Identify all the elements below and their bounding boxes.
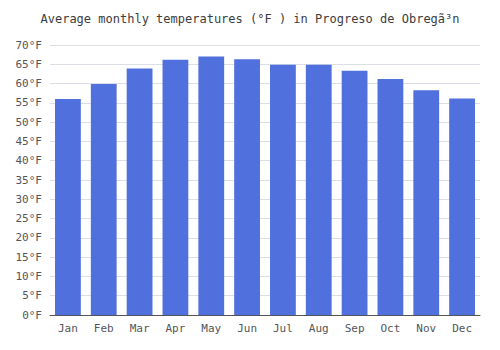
svg-text:Oct: Oct (380, 322, 400, 335)
svg-text:30°F: 30°F (16, 193, 43, 206)
svg-text:70°F: 70°F (16, 39, 43, 52)
svg-text:0°F: 0°F (22, 309, 42, 322)
svg-text:50°F: 50°F (16, 116, 43, 129)
svg-text:60°F: 60°F (16, 77, 43, 90)
svg-text:Average monthly temperatures (: Average monthly temperatures (°F ) in Pr… (40, 12, 459, 26)
svg-text:Jul: Jul (273, 322, 293, 335)
svg-text:25°F: 25°F (16, 212, 43, 225)
svg-text:20°F: 20°F (16, 231, 43, 244)
svg-text:35°F: 35°F (16, 174, 43, 187)
svg-text:Jan: Jan (58, 322, 78, 335)
svg-text:Apr: Apr (165, 322, 185, 335)
svg-text:Mar: Mar (130, 322, 150, 335)
svg-text:5°F: 5°F (22, 289, 42, 302)
svg-text:Feb: Feb (94, 322, 114, 335)
svg-text:Jun: Jun (237, 322, 257, 335)
svg-text:15°F: 15°F (16, 251, 43, 264)
svg-text:Sep: Sep (345, 322, 365, 335)
svg-text:May: May (201, 322, 221, 335)
svg-text:40°F: 40°F (16, 154, 43, 167)
svg-text:45°F: 45°F (16, 135, 43, 148)
svg-text:Aug: Aug (309, 322, 329, 335)
svg-text:Dec: Dec (452, 322, 472, 335)
svg-text:10°F: 10°F (16, 270, 43, 283)
svg-text:65°F: 65°F (16, 58, 43, 71)
svg-text:55°F: 55°F (16, 96, 43, 109)
svg-text:Nov: Nov (416, 322, 436, 335)
